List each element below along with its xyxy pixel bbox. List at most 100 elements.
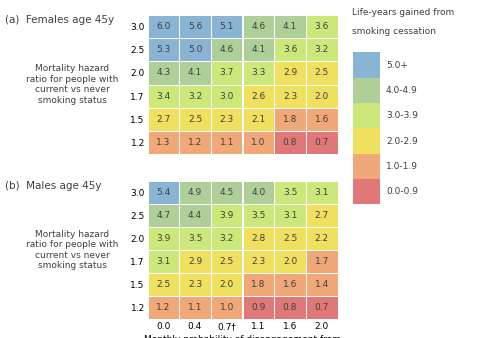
Bar xyxy=(148,15,179,38)
Text: 1.2: 1.2 xyxy=(188,138,202,147)
Bar xyxy=(306,227,338,250)
Text: 5.1: 5.1 xyxy=(220,22,234,31)
Text: 2.0-2.9: 2.0-2.9 xyxy=(386,137,418,146)
Text: (b)  Males age 45y: (b) Males age 45y xyxy=(5,181,102,191)
Text: 2.5: 2.5 xyxy=(283,234,297,243)
Text: 0.8: 0.8 xyxy=(283,304,297,312)
Text: 3.1: 3.1 xyxy=(283,211,297,220)
Bar xyxy=(211,273,242,296)
Text: 2.9: 2.9 xyxy=(188,257,202,266)
Text: Mortality hazard
ratio for people with
current vs never
smoking status: Mortality hazard ratio for people with c… xyxy=(26,65,118,104)
Text: 3.2: 3.2 xyxy=(220,234,234,243)
Bar xyxy=(211,227,242,250)
Text: 3.0: 3.0 xyxy=(220,92,234,100)
Bar xyxy=(211,84,242,107)
Bar xyxy=(148,296,179,319)
Bar xyxy=(211,131,242,154)
Text: 2.3: 2.3 xyxy=(283,92,297,100)
Text: 1.4: 1.4 xyxy=(314,280,329,289)
Bar xyxy=(242,181,274,204)
Bar xyxy=(148,250,179,273)
Bar xyxy=(242,131,274,154)
Text: 2.7: 2.7 xyxy=(314,211,329,220)
Text: 6.0: 6.0 xyxy=(156,22,170,31)
Bar xyxy=(211,62,242,84)
Text: 2.0: 2.0 xyxy=(283,257,297,266)
Text: 2.5: 2.5 xyxy=(220,257,234,266)
X-axis label: Monthly probability of disengagement from
HIV care (%): Monthly probability of disengagement fro… xyxy=(144,335,341,338)
Text: 3.9: 3.9 xyxy=(156,234,170,243)
Bar xyxy=(274,62,306,84)
Bar xyxy=(179,296,211,319)
Text: 3.0-3.9: 3.0-3.9 xyxy=(386,111,418,120)
Bar xyxy=(211,38,242,62)
Text: 2.0: 2.0 xyxy=(314,92,329,100)
Text: 3.6: 3.6 xyxy=(314,22,329,31)
Text: 0.8: 0.8 xyxy=(283,138,297,147)
Text: 3.7: 3.7 xyxy=(220,69,234,77)
Text: 5.3: 5.3 xyxy=(156,45,170,54)
Bar xyxy=(242,38,274,62)
Text: 1.0-1.9: 1.0-1.9 xyxy=(386,162,418,171)
Bar xyxy=(211,296,242,319)
Text: 4.1: 4.1 xyxy=(251,45,266,54)
Text: 4.7: 4.7 xyxy=(156,211,170,220)
Bar xyxy=(274,84,306,107)
Text: 3.9: 3.9 xyxy=(220,211,234,220)
Bar xyxy=(148,84,179,107)
Text: 4.5: 4.5 xyxy=(220,188,234,197)
Text: 4.6: 4.6 xyxy=(220,45,234,54)
Text: 4.1: 4.1 xyxy=(283,22,297,31)
Text: 0.9: 0.9 xyxy=(251,304,266,312)
Text: 1.6: 1.6 xyxy=(283,280,297,289)
Bar xyxy=(274,107,306,131)
Bar xyxy=(211,181,242,204)
Text: 1.2: 1.2 xyxy=(156,304,170,312)
Text: (a)  Females age 45y: (a) Females age 45y xyxy=(5,15,114,25)
Bar xyxy=(274,296,306,319)
Text: 0.7: 0.7 xyxy=(314,304,329,312)
Bar xyxy=(274,204,306,227)
Bar xyxy=(211,250,242,273)
Text: 3.1: 3.1 xyxy=(314,188,329,197)
Text: 2.1: 2.1 xyxy=(251,115,266,124)
Text: 1.8: 1.8 xyxy=(283,115,297,124)
Text: 1.1: 1.1 xyxy=(220,138,234,147)
Text: 3.5: 3.5 xyxy=(251,211,266,220)
Bar xyxy=(179,227,211,250)
Text: 4.0: 4.0 xyxy=(251,188,266,197)
Bar xyxy=(148,181,179,204)
Text: 1.0: 1.0 xyxy=(220,304,234,312)
Bar xyxy=(242,107,274,131)
Bar xyxy=(148,204,179,227)
Bar xyxy=(179,181,211,204)
Bar xyxy=(211,204,242,227)
Text: 2.6: 2.6 xyxy=(251,92,266,100)
Text: 2.0: 2.0 xyxy=(220,280,234,289)
Text: 2.3: 2.3 xyxy=(220,115,234,124)
Text: 5.6: 5.6 xyxy=(188,22,202,31)
Text: 2.7: 2.7 xyxy=(156,115,170,124)
Text: 3.5: 3.5 xyxy=(188,234,202,243)
Text: 4.6: 4.6 xyxy=(251,22,266,31)
Bar xyxy=(274,38,306,62)
Text: 3.5: 3.5 xyxy=(283,188,297,197)
Text: 2.8: 2.8 xyxy=(251,234,266,243)
Text: 2.5: 2.5 xyxy=(188,115,202,124)
Bar xyxy=(306,131,338,154)
Text: 1.0: 1.0 xyxy=(251,138,266,147)
Bar xyxy=(179,204,211,227)
Text: 4.3: 4.3 xyxy=(156,69,170,77)
Bar xyxy=(242,250,274,273)
Text: 4.4: 4.4 xyxy=(188,211,202,220)
Bar xyxy=(148,131,179,154)
Bar xyxy=(306,250,338,273)
Text: 3.3: 3.3 xyxy=(251,69,266,77)
Bar xyxy=(211,15,242,38)
Text: 3.2: 3.2 xyxy=(314,45,329,54)
Bar xyxy=(148,273,179,296)
Text: 3.6: 3.6 xyxy=(283,45,297,54)
Bar xyxy=(179,15,211,38)
Bar xyxy=(306,15,338,38)
Text: 2.3: 2.3 xyxy=(188,280,202,289)
